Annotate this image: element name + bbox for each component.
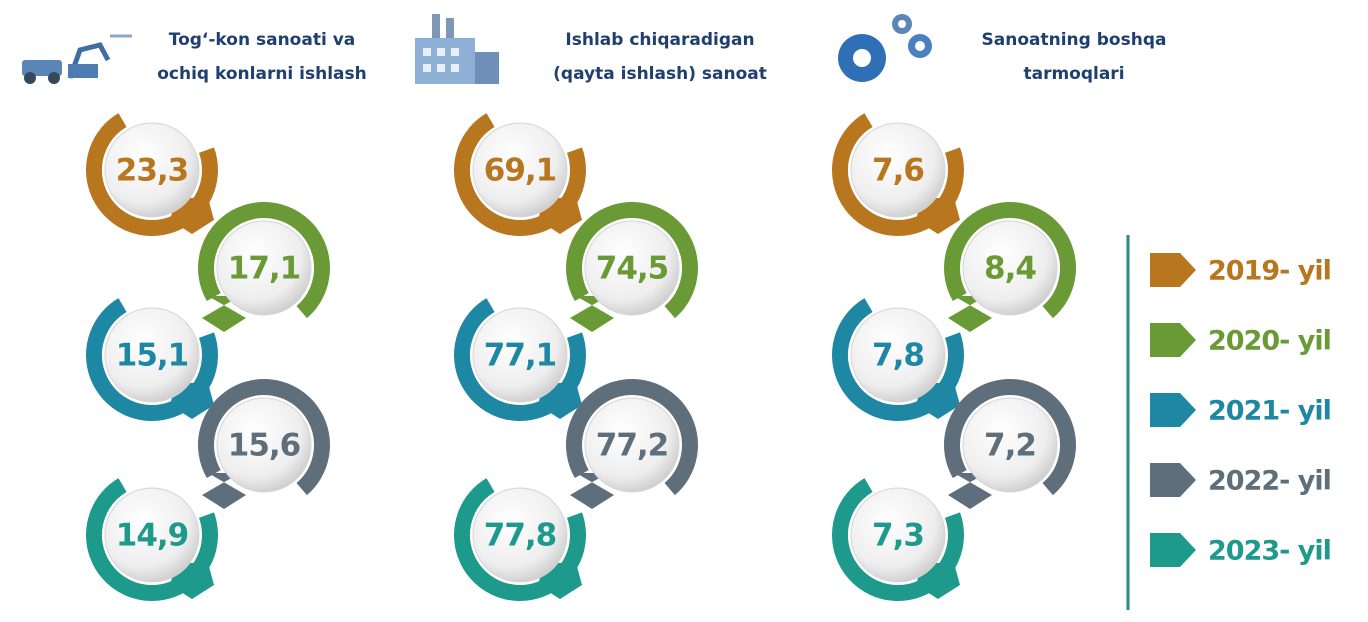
value-badge: 15,1 — [78, 281, 227, 430]
legend-label: 2023- yil — [1208, 536, 1331, 567]
badge-value: 7,6 — [872, 153, 924, 189]
content: Tog‘-kon sanoati va ochiq konlarni ishlas… — [78, 30, 1331, 609]
badge-value: 77,1 — [484, 338, 557, 374]
badge-value: 74,5 — [596, 251, 669, 287]
value-badge: 69,1 — [446, 96, 595, 245]
legend-label: 2020- yil — [1208, 326, 1331, 357]
mining-icon — [22, 36, 132, 84]
legend-marker — [1150, 393, 1196, 427]
value-badge: 7,6 — [824, 96, 973, 245]
legend-label: 2021- yil — [1208, 396, 1331, 427]
gears-icon — [838, 14, 932, 82]
value-badge: 14,9 — [78, 461, 227, 610]
infographic: Tog‘-kon sanoati va ochiq konlarni ishlas… — [0, 0, 1368, 622]
legend-label: 2022- yil — [1208, 466, 1331, 497]
factory-icon — [415, 14, 499, 84]
legend-marker — [1150, 323, 1196, 357]
badge-value: 7,3 — [872, 518, 924, 554]
value-badge: 23,3 — [78, 96, 227, 245]
badge-value: 77,2 — [596, 428, 669, 464]
value-badge: 7,3 — [824, 461, 973, 610]
legend-marker — [1150, 463, 1196, 497]
value-badge: 77,8 — [446, 461, 595, 610]
sector-title: (qayta ishlash) sanoat — [553, 64, 767, 84]
badge-value: 14,9 — [116, 518, 189, 554]
badge-value: 15,6 — [228, 428, 301, 464]
sector-title: Sanoatning boshqa — [982, 30, 1167, 50]
badge-value: 77,8 — [484, 518, 557, 554]
sector-title: Ishlab chiqaradigan — [565, 30, 754, 50]
value-badge: 7,8 — [824, 281, 973, 430]
badge-value: 23,3 — [116, 153, 189, 189]
sector-title: tarmoqlari — [1023, 64, 1124, 84]
legend-marker — [1150, 533, 1196, 567]
badge-value: 8,4 — [984, 251, 1036, 287]
legend-marker — [1150, 253, 1196, 287]
badge-value: 7,8 — [872, 338, 924, 374]
badge-value: 69,1 — [484, 153, 557, 189]
badge-value: 15,1 — [116, 338, 189, 374]
badge-value: 17,1 — [228, 251, 301, 287]
legend-label: 2019- yil — [1208, 256, 1331, 287]
badge-value: 7,2 — [984, 428, 1036, 464]
sector-title: ochiq konlarni ishlash — [157, 64, 367, 84]
sector-title: Tog‘-kon sanoati va — [169, 30, 356, 50]
value-badge: 77,1 — [446, 281, 595, 430]
